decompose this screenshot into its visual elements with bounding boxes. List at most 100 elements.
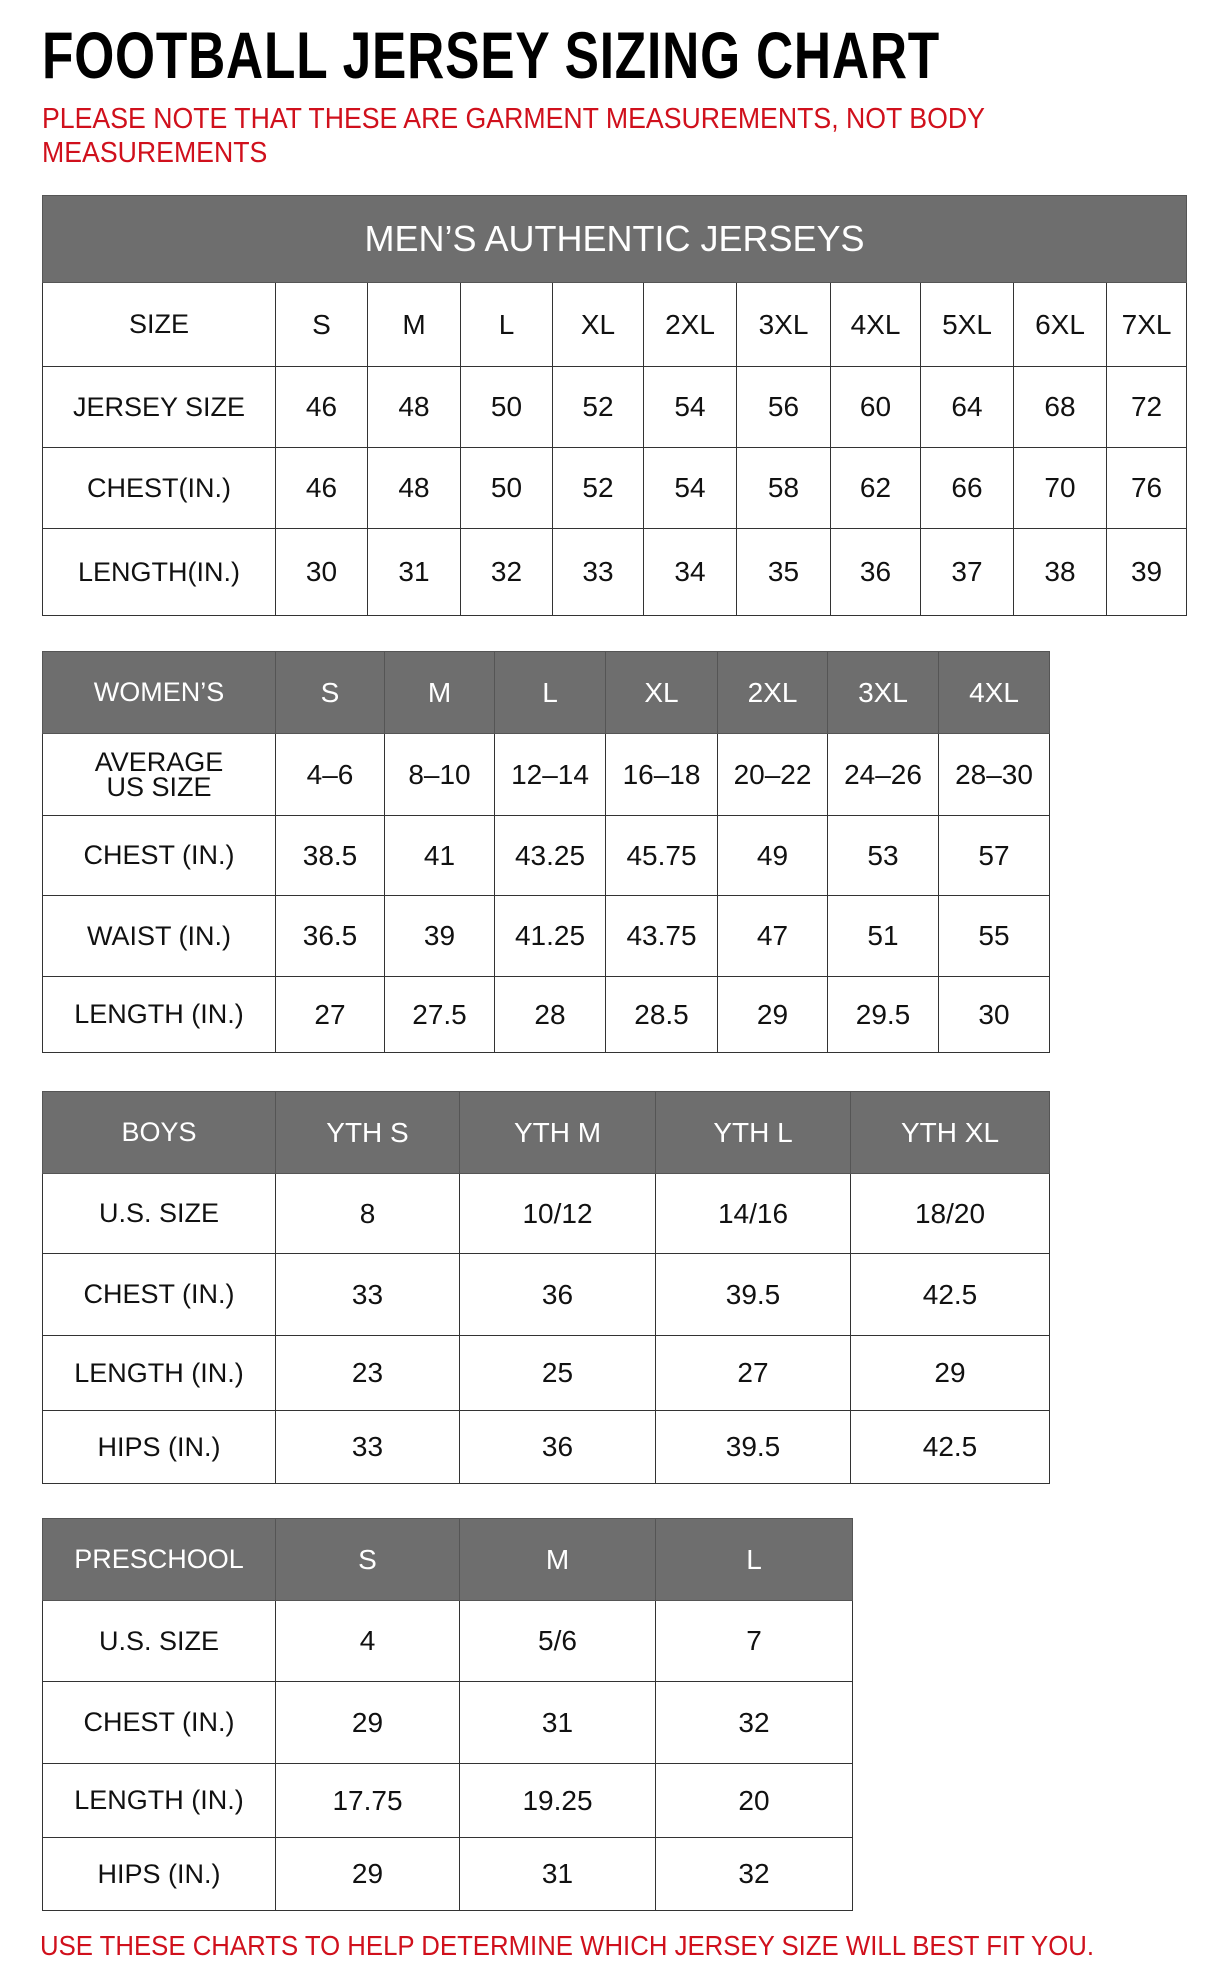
measurement-cell: 45.75	[605, 815, 718, 896]
row-label: LENGTH (IN.)	[42, 976, 276, 1053]
measurement-cell: 72	[1105, 366, 1188, 448]
measurement-cell: 46	[275, 366, 368, 448]
row-label-header: BOYS	[42, 1091, 276, 1174]
measurement-cell: 5/6	[459, 1600, 656, 1682]
measurement-cell: 8–10	[384, 733, 495, 816]
size-column-header: 5XL	[920, 282, 1014, 367]
size-column-header: M	[459, 1518, 656, 1601]
measurement-cell: 56	[736, 366, 831, 448]
measurement-cell: 29.5	[827, 976, 939, 1053]
row-label: HIPS (IN.)	[42, 1410, 276, 1484]
measurement-cell: 19.25	[459, 1763, 656, 1838]
table-row: CHEST(IN.) 46 48 50 52 54 58 62 66 70 76	[42, 447, 1188, 529]
measurement-cell: 23	[275, 1335, 460, 1411]
row-label: LENGTH (IN.)	[42, 1763, 276, 1838]
measurement-cell: 29	[275, 1837, 460, 1911]
measurement-cell: 39	[384, 895, 495, 977]
measurement-cell: 52	[552, 366, 644, 448]
table-row: LENGTH (IN.) 17.75 19.25 20	[42, 1763, 853, 1838]
measurement-cell: 49	[717, 815, 828, 896]
measurement-cell: 32	[460, 528, 553, 616]
measurement-cell: 41	[384, 815, 495, 896]
table-row: U.S. SIZE 4 5/6 7	[42, 1600, 853, 1682]
measurement-cell: 24–26	[827, 733, 939, 816]
row-label: CHEST (IN.)	[42, 815, 276, 896]
size-column-header: M	[384, 651, 495, 734]
size-column-header: 2XL	[643, 282, 737, 367]
measurement-cell: 48	[367, 366, 461, 448]
measurement-cell: 20	[655, 1763, 853, 1838]
size-column-header: M	[367, 282, 461, 367]
row-label: CHEST (IN.)	[42, 1253, 276, 1336]
size-column-header: YTH XL	[850, 1091, 1050, 1174]
measurement-cell: 37	[920, 528, 1014, 616]
measurement-cell: 50	[460, 366, 553, 448]
size-column-header: 2XL	[717, 651, 828, 734]
measurement-cell: 43.75	[605, 895, 718, 977]
measurement-cell: 54	[643, 447, 737, 529]
womens-table: WOMEN’S S M L XL 2XL 3XL 4XL AVERAGE US SIZE 4–6 8…	[42, 651, 1050, 1053]
measurement-cell: 8	[275, 1173, 460, 1254]
measurement-cell: 31	[459, 1837, 656, 1911]
table-row: CHEST (IN.) 29 31 32	[42, 1681, 853, 1764]
measurement-cell: 10/12	[459, 1173, 656, 1254]
garment-measurement-note: PLEASE NOTE THAT THESE ARE GARMENT MEASU…	[42, 103, 985, 169]
row-label: U.S. SIZE	[42, 1173, 276, 1254]
measurement-cell: 50	[460, 447, 553, 529]
measurement-cell: 43.25	[494, 815, 606, 896]
boys-table: BOYS YTH S YTH M YTH L YTH XL U.S. SIZE 8 10/12…	[42, 1091, 1050, 1484]
row-label: CHEST(IN.)	[42, 447, 276, 529]
measurement-cell: 16–18	[605, 733, 718, 816]
measurement-cell: 42.5	[850, 1410, 1050, 1484]
size-column-header: 3XL	[827, 651, 939, 734]
row-label: JERSEY SIZE	[42, 366, 276, 448]
measurement-cell: 42.5	[850, 1253, 1050, 1336]
measurement-cell: 36	[830, 528, 921, 616]
measurement-cell: 36	[459, 1253, 656, 1336]
measurement-cell: 4–6	[275, 733, 385, 816]
measurement-cell: 29	[850, 1335, 1050, 1411]
measurement-cell: 18/20	[850, 1173, 1050, 1254]
row-label-header: WOMEN’S	[42, 651, 276, 734]
row-label: LENGTH(IN.)	[42, 528, 276, 616]
measurement-cell: 48	[367, 447, 461, 529]
size-column-header: YTH M	[459, 1091, 656, 1174]
table-row: HIPS (IN.) 29 31 32	[42, 1837, 853, 1911]
measurement-cell: 58	[736, 447, 831, 529]
measurement-cell: 30	[275, 528, 368, 616]
table-row: LENGTH (IN.) 27 27.5 28 28.5 29 29.5 30	[42, 976, 1050, 1053]
measurement-cell: 39.5	[655, 1253, 851, 1336]
measurement-cell: 55	[938, 895, 1050, 977]
size-column-header: L	[494, 651, 606, 734]
measurement-cell: 25	[459, 1335, 656, 1411]
row-label-header: SIZE	[42, 282, 276, 367]
measurement-cell: 27.5	[384, 976, 495, 1053]
size-column-header: L	[655, 1518, 853, 1601]
measurement-cell: 41.25	[494, 895, 606, 977]
size-column-header: L	[460, 282, 553, 367]
measurement-cell: 54	[643, 366, 737, 448]
measurement-cell: 31	[459, 1681, 656, 1764]
measurement-cell: 28.5	[605, 976, 718, 1053]
measurement-cell: 34	[643, 528, 737, 616]
size-column-header: 4XL	[938, 651, 1050, 734]
measurement-cell: 12–14	[494, 733, 606, 816]
measurement-cell: 28	[494, 976, 606, 1053]
size-column-header: 3XL	[736, 282, 831, 367]
header-row: PRESCHOOL S M L	[42, 1518, 853, 1601]
table-row: LENGTH (IN.) 23 25 27 29	[42, 1335, 1050, 1411]
measurement-cell: 64	[920, 366, 1014, 448]
measurement-cell: 14/16	[655, 1173, 851, 1254]
header-row: SIZE S M L XL 2XL 3XL 4XL 5XL 6XL 7XL	[42, 282, 1188, 367]
table-row: CHEST (IN.) 33 36 39.5 42.5	[42, 1253, 1050, 1336]
measurement-cell: 51	[827, 895, 939, 977]
measurement-cell: 46	[275, 447, 368, 529]
measurement-cell: 29	[275, 1681, 460, 1764]
measurement-cell: 39	[1105, 528, 1188, 616]
measurement-cell: 27	[275, 976, 385, 1053]
preschool-table: PRESCHOOL S M L U.S. SIZE 4 5/6 7 CHEST (IN.) 29 3…	[42, 1518, 853, 1911]
table-banner-row: MEN’S AUTHENTIC JERSEYS	[41, 195, 1188, 283]
measurement-cell: 4	[275, 1600, 460, 1682]
measurement-cell: 66	[920, 447, 1014, 529]
row-label: HIPS (IN.)	[42, 1837, 276, 1911]
